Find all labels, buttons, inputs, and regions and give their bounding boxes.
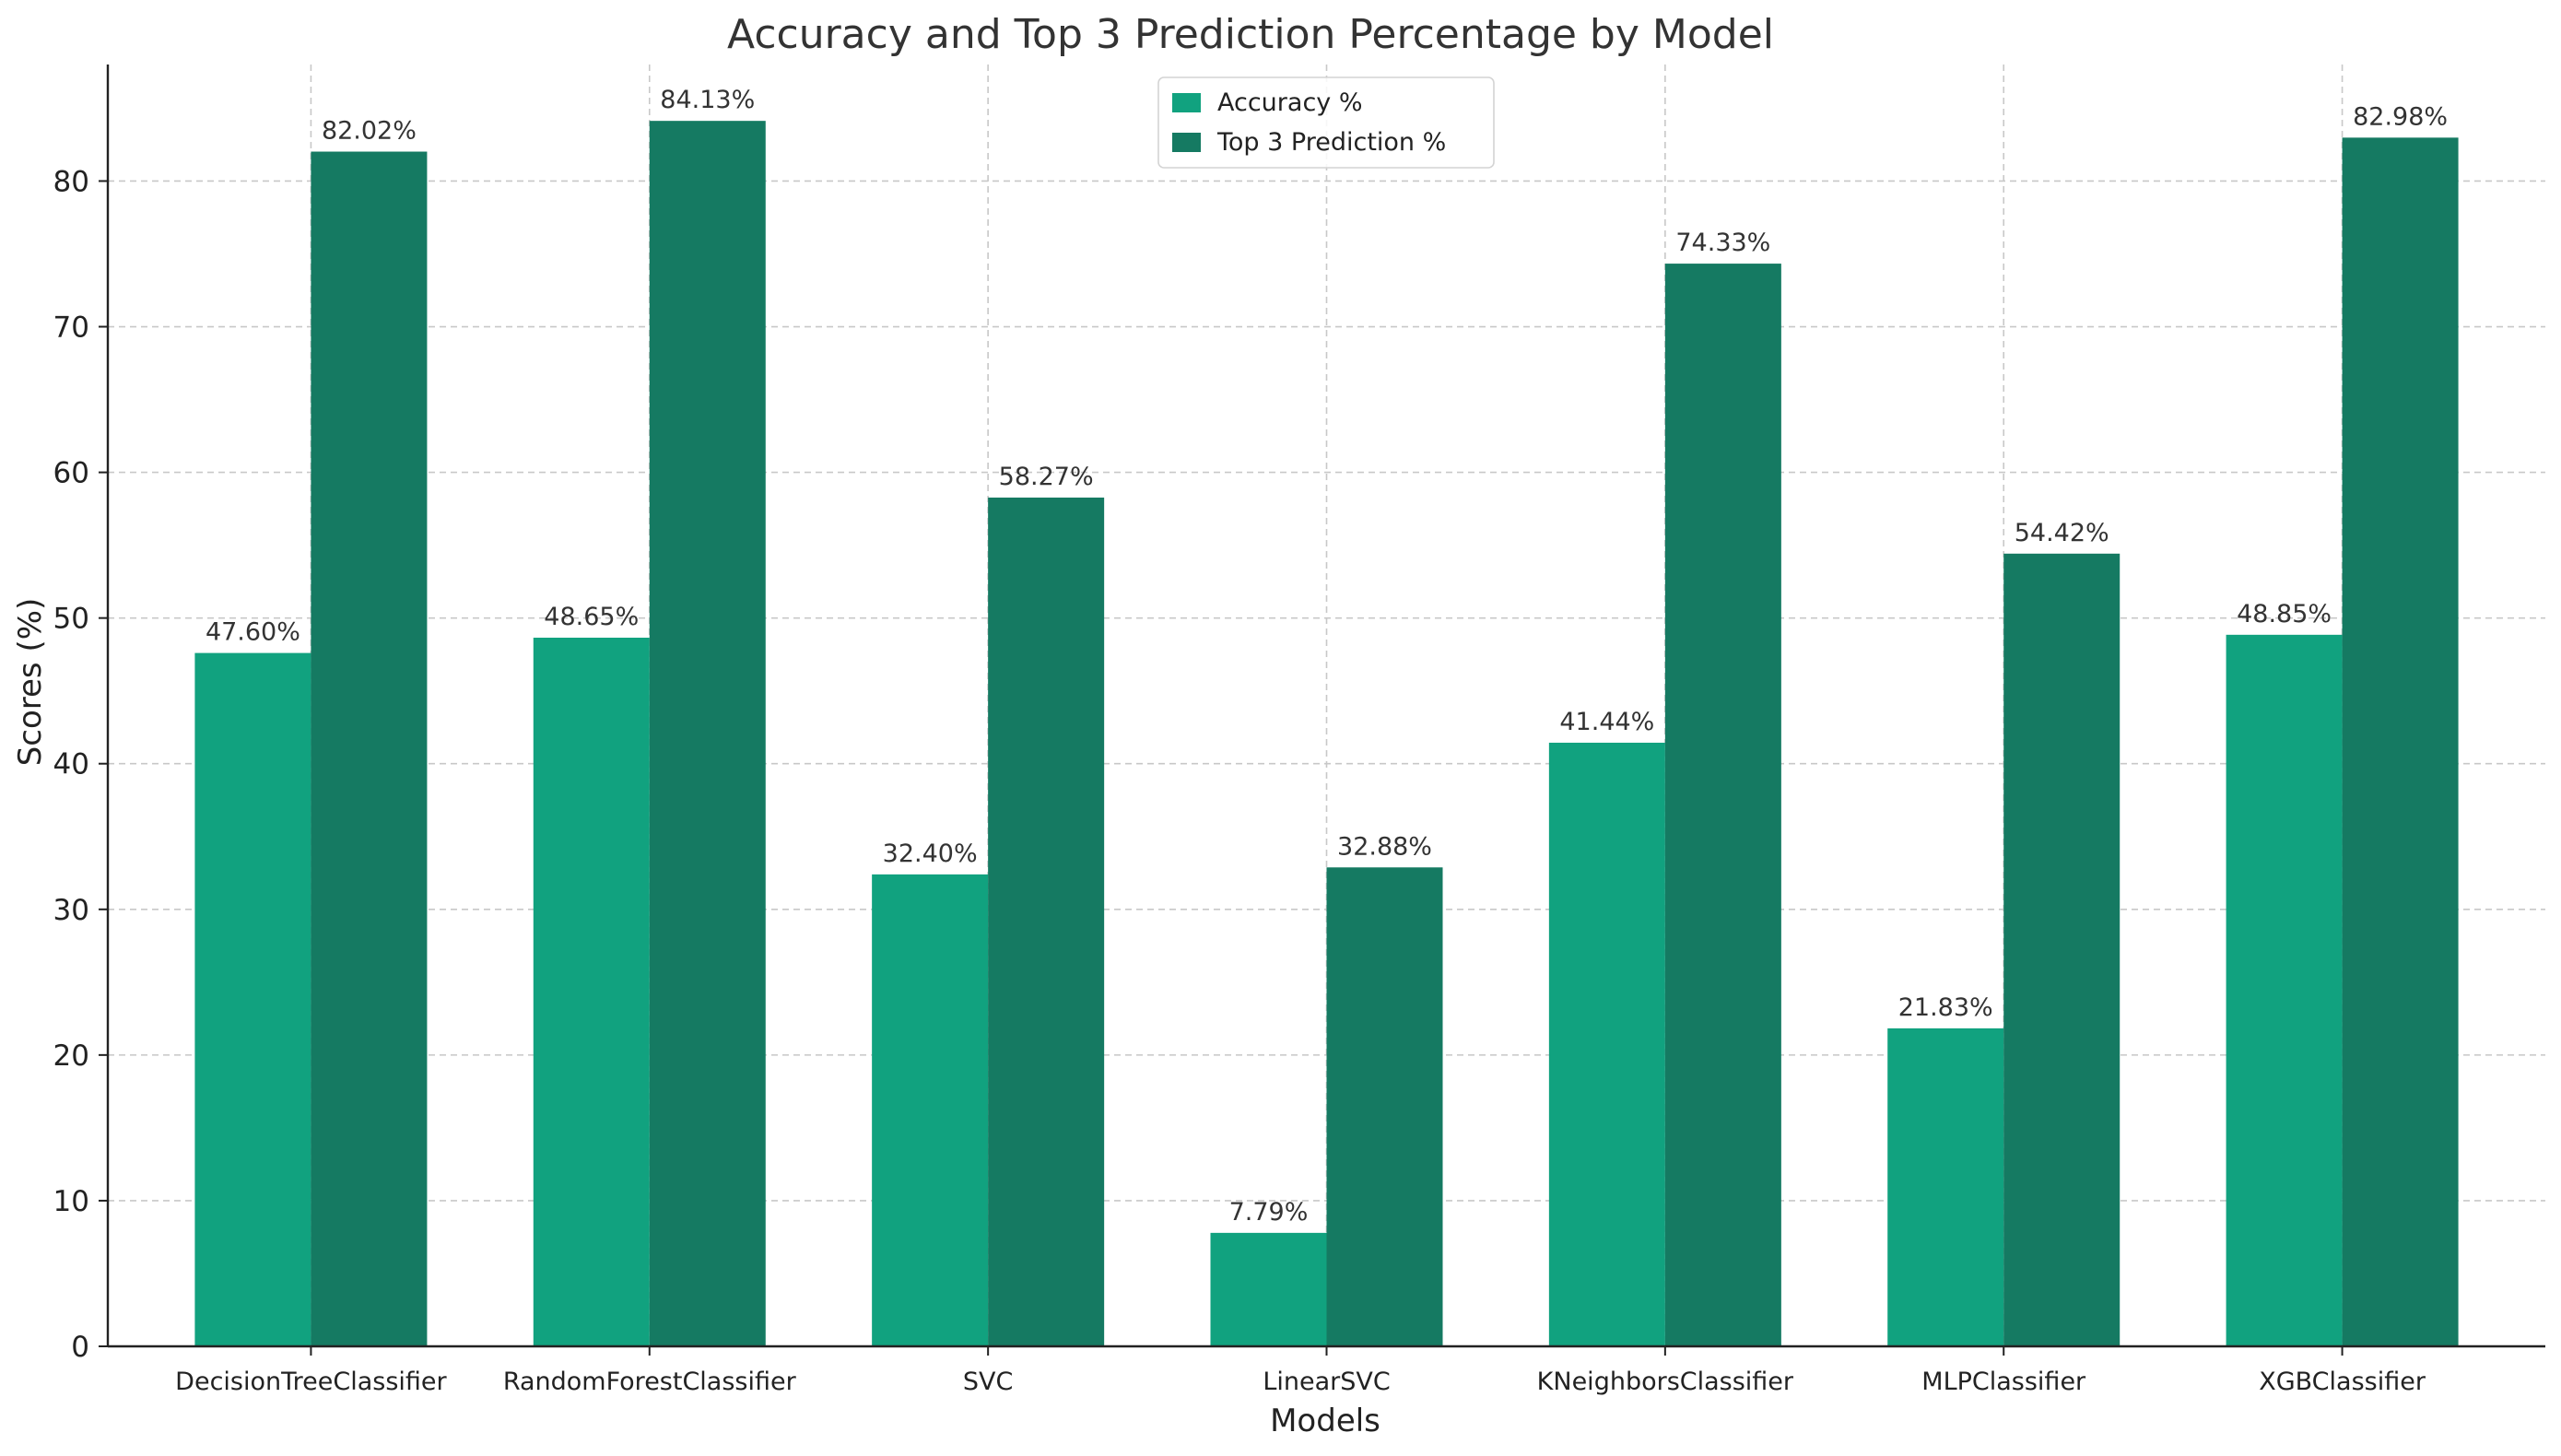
bar-accuracy-SVC	[872, 874, 989, 1346]
y-tick-label: 60	[53, 457, 89, 490]
data-labels: 47.60% 82.02% 48.65% 84.13% 32.40% 58.27% 7.79…	[206, 86, 2448, 1227]
y-tick-label: 40	[53, 748, 89, 781]
y-tick-label: 20	[53, 1039, 89, 1073]
legend-swatch	[1172, 93, 1201, 112]
bar-value-label: 21.83%	[1898, 993, 1993, 1022]
bar-top3-KNeighborsClassifier	[1664, 264, 1781, 1346]
bar-value-label: 84.13%	[660, 86, 755, 114]
bar-value-label: 48.85%	[2237, 600, 2332, 628]
axes: 0 10 20 30 40 50 60 70 80 DecisionTreeClassifier R…	[53, 65, 2545, 1396]
x-tick-label: XGBClassifier	[2259, 1368, 2426, 1396]
bar-top3-MLPClassifier	[2003, 553, 2120, 1346]
x-tick-label: DecisionTreeClassifier	[175, 1368, 447, 1396]
legend-label: Accuracy %	[1217, 88, 1363, 117]
bar-accuracy-LinearSVC	[1210, 1232, 1327, 1346]
x-tick-label: KNeighborsClassifier	[1537, 1368, 1794, 1396]
legend-label: Top 3 Prediction %	[1216, 128, 1446, 157]
x-tick-label: RandomForestClassifier	[503, 1368, 797, 1396]
legend: Accuracy % Top 3 Prediction %	[1157, 76, 1495, 169]
y-tick-label: 70	[53, 311, 89, 345]
bar-value-label: 54.42%	[2015, 519, 2109, 547]
bar-accuracy-RandomForestClassifier	[533, 637, 650, 1346]
bar-top3-SVC	[988, 497, 1105, 1346]
legend-swatch	[1172, 133, 1201, 152]
y-tick-label: 10	[53, 1185, 89, 1218]
bar-top3-RandomForestClassifier	[649, 121, 766, 1347]
bar-accuracy-XGBClassifier	[2226, 634, 2343, 1346]
bar-value-label: 32.40%	[883, 840, 978, 868]
x-tick-label: LinearSVC	[1263, 1368, 1390, 1396]
y-tick-label: 30	[53, 894, 89, 927]
x-axis-title: Models	[1270, 1403, 1380, 1439]
y-tick-label: 50	[53, 603, 89, 636]
y-axis-title: Scores (%)	[12, 598, 49, 767]
bar-value-label: 82.98%	[2353, 102, 2448, 131]
bar-value-label: 74.33%	[1675, 229, 1770, 257]
bar-value-label: 58.27%	[999, 463, 1094, 491]
bar-value-label: 41.44%	[1559, 708, 1654, 736]
bar-accuracy-KNeighborsClassifier	[1548, 742, 1665, 1346]
bar-top3-XGBClassifier	[2342, 137, 2459, 1346]
bar-value-label: 47.60%	[206, 618, 300, 647]
y-tick-label: 80	[53, 165, 89, 198]
bar-value-label: 82.02%	[322, 117, 417, 146]
y-tick-label: 0	[71, 1331, 89, 1364]
bar-top3-LinearSVC	[1326, 867, 1443, 1346]
bar-accuracy-MLPClassifier	[1887, 1027, 2004, 1346]
bar-value-label: 7.79%	[1229, 1198, 1309, 1227]
x-tick-label: MLPClassifier	[1921, 1368, 2086, 1396]
bar-value-label: 32.88%	[1337, 832, 1432, 861]
x-tick-label: SVC	[963, 1368, 1013, 1396]
bar-top3-DecisionTreeClassifier	[311, 151, 428, 1346]
bars	[194, 121, 2459, 1347]
bar-accuracy-DecisionTreeClassifier	[194, 652, 311, 1346]
legend-box	[1157, 76, 1495, 169]
bar-value-label: 48.65%	[544, 603, 639, 631]
chart-title: Accuracy and Top 3 Prediction Percentage…	[727, 11, 1774, 58]
